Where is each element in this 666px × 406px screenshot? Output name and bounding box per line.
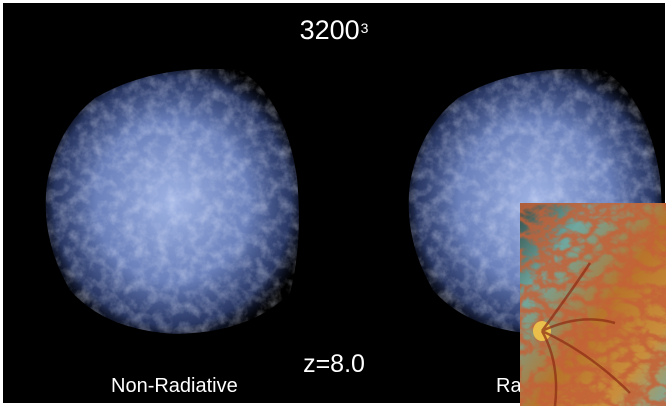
panel-label-non-radiative: Non-Radiative <box>111 374 238 398</box>
title-base: 3200 <box>300 15 360 45</box>
gas-filament-inset <box>520 203 666 406</box>
page-title: 32003 <box>3 14 665 46</box>
panel-label-radiative: Ra <box>496 374 522 398</box>
simulation-cloud-non-radiative <box>35 58 310 343</box>
zoom-inset-image <box>520 203 666 406</box>
title-exponent: 3 <box>361 20 369 36</box>
